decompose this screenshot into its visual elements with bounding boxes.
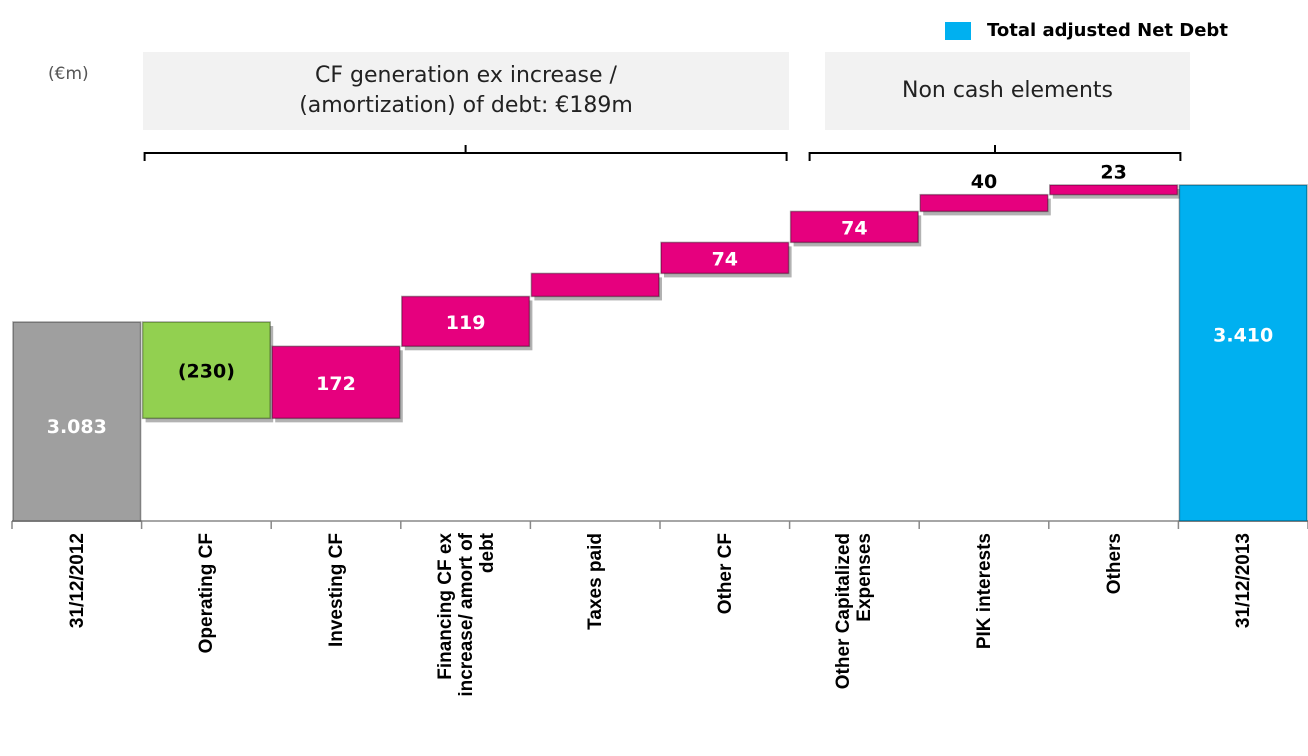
x-tick-text: 31/12/2013 xyxy=(1232,533,1254,629)
x-tick-label: PIK interests xyxy=(919,533,1049,733)
value-label: 3.083 xyxy=(47,416,107,438)
bar xyxy=(12,321,142,522)
x-tick-text: PIK interests xyxy=(973,533,995,650)
bar xyxy=(789,210,919,244)
group-label: CF generation ex increase / xyxy=(315,63,617,88)
x-tick-text: Other CF xyxy=(714,533,736,615)
x-tick-text: Operating CF xyxy=(195,533,217,654)
bar xyxy=(919,193,1049,213)
value-label: 55 xyxy=(582,250,608,272)
bar xyxy=(401,295,531,348)
x-tick-label: Taxes paid xyxy=(530,533,660,733)
value-label: 74 xyxy=(841,217,867,239)
unit-label: (€m) xyxy=(48,64,89,84)
group-box: CF generation ex increase / (amortizatio… xyxy=(143,52,789,130)
x-tick-text: Other Capitalized Expenses xyxy=(833,533,876,690)
legend: Total adjusted Net Debt xyxy=(945,20,1228,41)
x-tick-label: Other Capitalized Expenses xyxy=(789,533,919,733)
value-label: (230) xyxy=(178,361,235,383)
value-label: 40 xyxy=(971,171,997,193)
x-tick-label: Other CF xyxy=(660,533,790,733)
bar xyxy=(1049,184,1179,196)
bar xyxy=(1178,184,1308,522)
group-bracket xyxy=(143,145,788,161)
legend-label: Total adjusted Net Debt xyxy=(987,20,1228,41)
group-bracket xyxy=(808,145,1182,161)
value-label: 23 xyxy=(1100,162,1126,184)
x-tick-label: Others xyxy=(1049,533,1179,733)
x-tick-label: Operating CF xyxy=(141,533,271,733)
x-tick-text: 31/12/2012 xyxy=(66,533,88,629)
bar xyxy=(530,272,660,298)
value-label: 74 xyxy=(712,248,738,270)
group-label: Non cash elements xyxy=(901,78,1113,103)
x-tick-text: Others xyxy=(1103,533,1125,595)
value-label: 172 xyxy=(316,373,356,395)
group-label: (amortization) of debt: €189m xyxy=(299,93,633,118)
bar xyxy=(141,321,271,420)
x-tick-label: 31/12/2013 xyxy=(1178,533,1308,733)
group-box: Non cash elements xyxy=(825,52,1190,130)
x-tick-label: Financing CF ex increase/ amort of debt xyxy=(401,533,531,733)
x-tick-label: Investing CF xyxy=(271,533,401,733)
legend-swatch xyxy=(945,21,971,40)
x-tick-text: Taxes paid xyxy=(584,533,606,630)
x-tick-text: Investing CF xyxy=(325,533,347,648)
x-tick-label: 31/12/2012 xyxy=(12,533,142,733)
bar xyxy=(660,241,790,275)
value-label: 3.410 xyxy=(1213,325,1273,347)
bar xyxy=(271,345,401,420)
value-label: 119 xyxy=(446,312,486,334)
x-tick-text: Financing CF ex increase/ amort of debt xyxy=(434,533,498,697)
